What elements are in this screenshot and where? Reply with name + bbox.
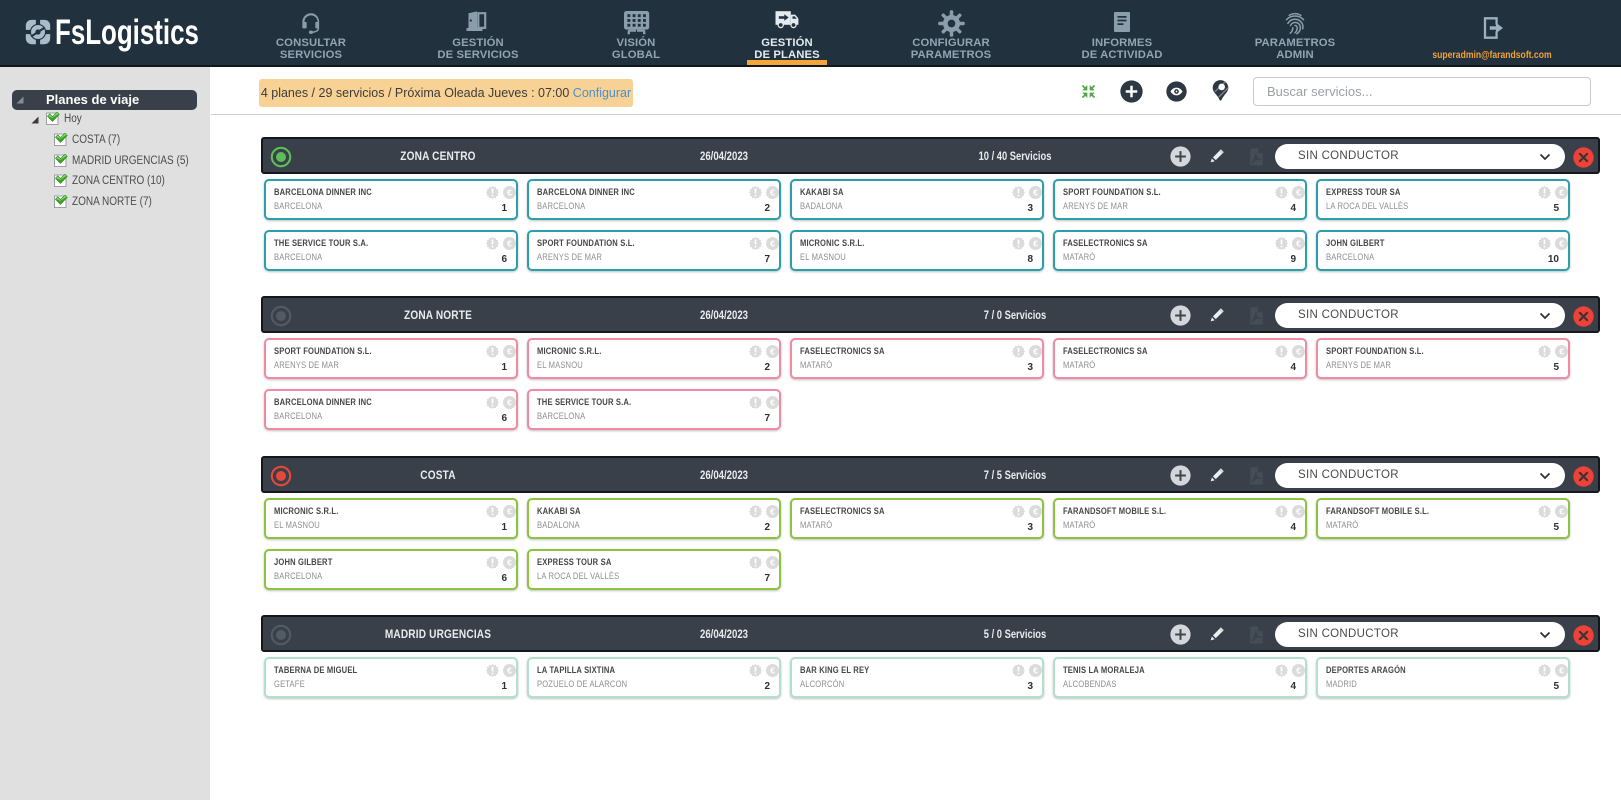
svg-text:€: € [1033, 507, 1038, 517]
svg-text:€: € [770, 666, 775, 676]
svg-text:€: € [1296, 666, 1301, 676]
svg-text:€: € [1033, 188, 1038, 198]
svg-text:€: € [770, 558, 775, 568]
svg-text:€: € [507, 347, 512, 357]
svg-text:€: € [770, 507, 775, 517]
svg-text:€: € [1296, 347, 1301, 357]
svg-text:€: € [1559, 507, 1564, 517]
svg-text:€: € [1033, 666, 1038, 676]
svg-text:€: € [1296, 507, 1301, 517]
svg-text:€: € [770, 398, 775, 408]
svg-text:€: € [507, 398, 512, 408]
svg-text:€: € [507, 558, 512, 568]
svg-text:€: € [770, 347, 775, 357]
svg-text:€: € [507, 239, 512, 249]
svg-text:€: € [507, 507, 512, 517]
svg-text:€: € [1296, 239, 1301, 249]
svg-text:€: € [1559, 239, 1564, 249]
svg-text:€: € [507, 188, 512, 198]
svg-text:€: € [1559, 666, 1564, 676]
svg-text:€: € [1033, 347, 1038, 357]
svg-text:€: € [770, 188, 775, 198]
svg-text:€: € [770, 239, 775, 249]
svg-text:€: € [1559, 188, 1564, 198]
svg-text:€: € [507, 666, 512, 676]
svg-text:€: € [1033, 239, 1038, 249]
svg-text:€: € [1559, 347, 1564, 357]
svg-text:€: € [1296, 188, 1301, 198]
